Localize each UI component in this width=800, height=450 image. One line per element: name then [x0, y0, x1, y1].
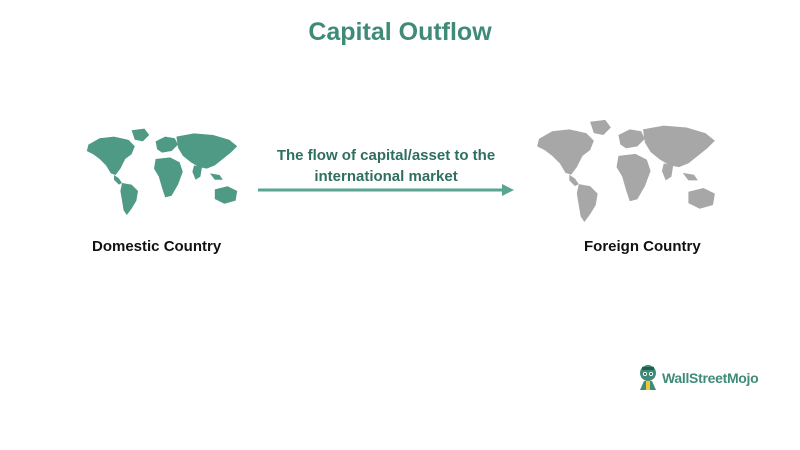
flow-description: The flow of capital/asset to the interna… [276, 147, 496, 185]
domestic-world-map-icon [86, 128, 238, 215]
domestic-country-label: Domestic Country [92, 238, 222, 255]
logo-text: WallStreetMojo [662, 370, 759, 386]
wallstreetmojo-logo: WallStreetMojo [636, 364, 776, 392]
foreign-country-label: Foreign Country [584, 238, 701, 255]
page-title: Capital Outflow [308, 18, 492, 46]
arrow-right-icon [258, 184, 514, 196]
foreign-world-map-icon [537, 119, 715, 222]
wallstreetmojo-logo-icon [640, 365, 656, 390]
